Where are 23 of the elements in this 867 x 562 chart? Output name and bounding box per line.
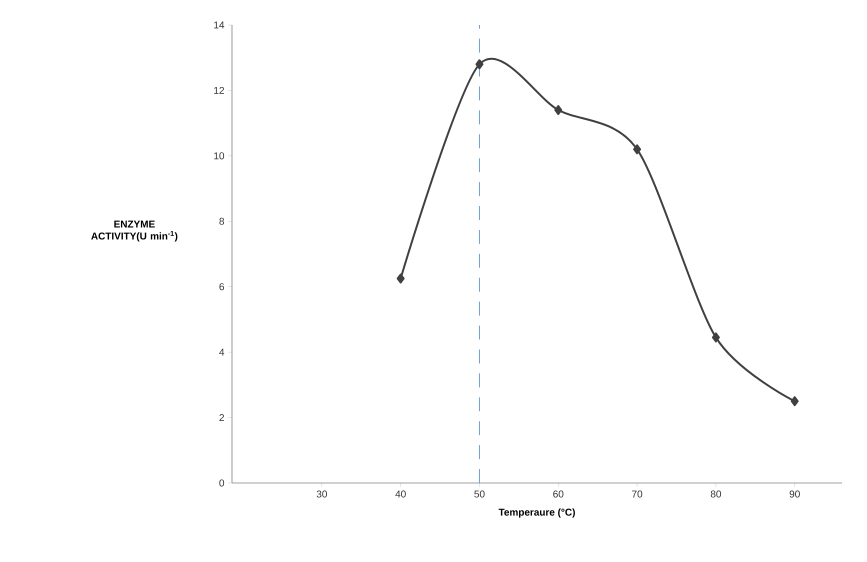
point [554, 105, 562, 116]
y-tick-label: 6 [219, 283, 224, 290]
point [633, 144, 642, 154]
x-tick-label: 90 [790, 490, 800, 498]
x-tick-label: 50 [474, 490, 485, 498]
x-tick-label: 60 [553, 490, 564, 498]
y-tick-label: 8 [219, 218, 224, 225]
y-tick-label: 2 [219, 414, 224, 422]
point [790, 396, 799, 406]
y-tick-label: 12 [214, 86, 224, 94]
x-tick-label: 80 [710, 490, 722, 498]
x-tick-label: 40 [395, 490, 406, 498]
y-axis-title: ENZYME ACTIVITY(U min$^{-1}$) [91, 220, 178, 242]
point [712, 332, 720, 342]
y-tick-label: 14 [214, 22, 224, 28]
y-tick-label: 0 [219, 479, 224, 487]
y-tick-label: 10 [214, 152, 224, 160]
point [396, 274, 405, 284]
x-tick-label: 30 [316, 490, 327, 498]
point [475, 59, 484, 70]
x-axis-title: Temperaure (°C) [498, 508, 575, 518]
y-tick-label: 4 [219, 348, 224, 356]
x-tick-label: 70 [632, 490, 642, 498]
